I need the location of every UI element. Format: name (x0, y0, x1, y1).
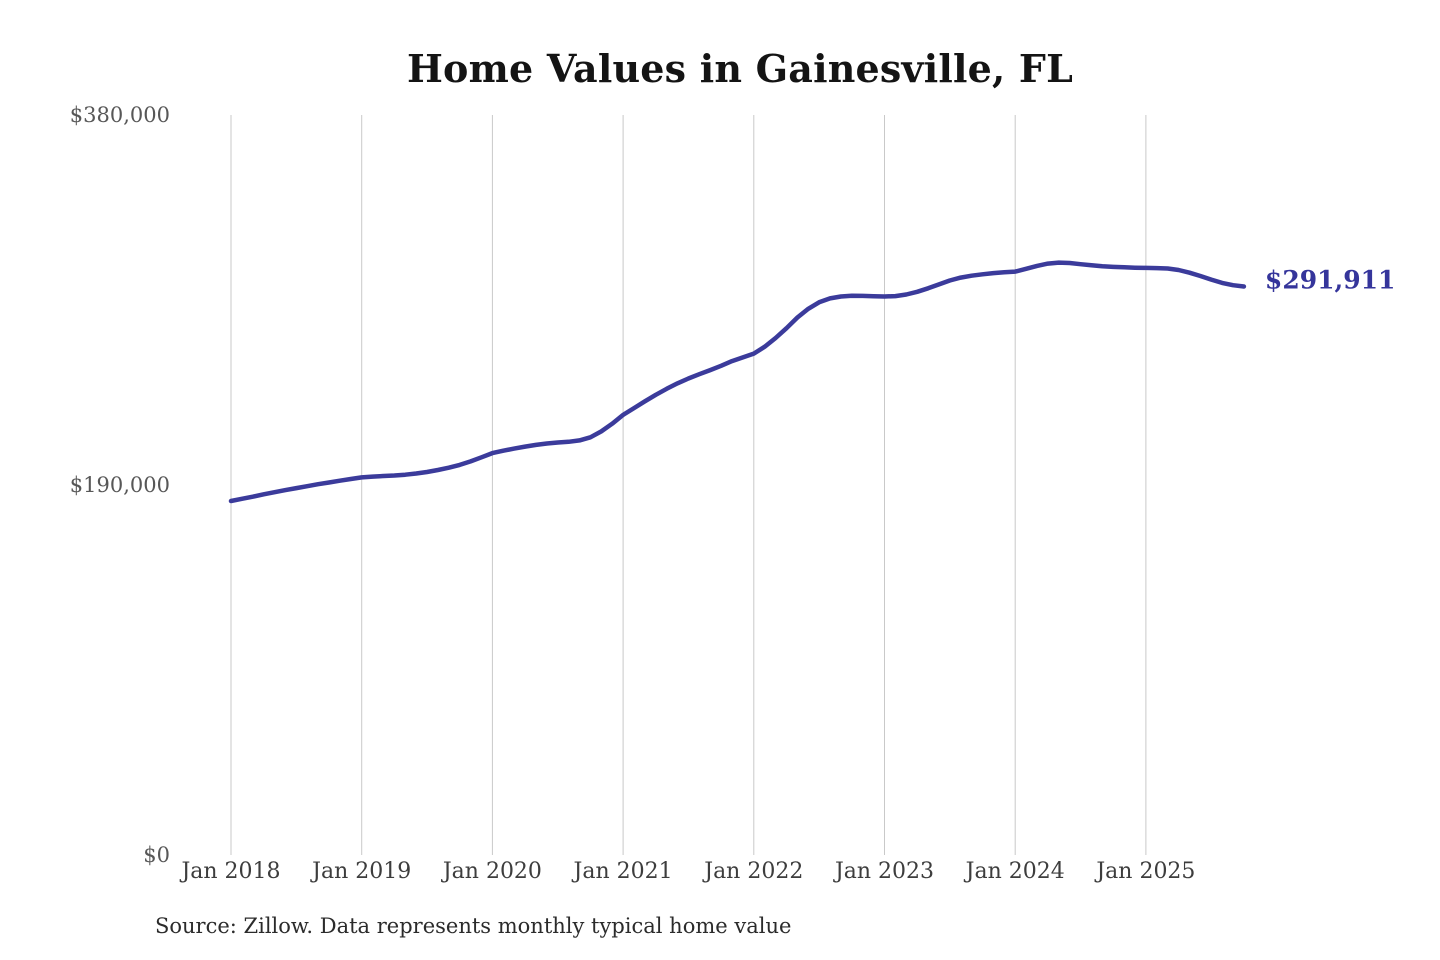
chart-title: Home Values in Gainesville, FL (406, 46, 1074, 91)
x-axis-tick-label-jan-2023: Jan 2023 (834, 859, 935, 884)
x-axis-tick-label-jan-2021: Jan 2021 (573, 859, 673, 884)
x-axis-tick-label-jan-2018: Jan 2018 (181, 859, 281, 884)
x-axis-tick-label-jan-2020: Jan 2020 (442, 859, 542, 884)
home-value-line (228, 260, 1247, 504)
y-axis-tick-label-0: $0 (143, 843, 170, 867)
year-gridlines (230, 115, 1147, 855)
x-axis-tick-label-jan-2019: Jan 2019 (312, 859, 412, 884)
y-axis-tick-label-190000: $190,000 (69, 473, 170, 497)
x-axis-tick-label-jan-2025: Jan 2025 (1096, 859, 1196, 884)
source-note: Source: Zillow. Data represents monthly … (155, 914, 792, 938)
x-axis-tick-label-jan-2024: Jan 2024 (965, 859, 1065, 884)
x-axis-tick-label-jan-2022: Jan 2022 (704, 859, 804, 884)
latest-value-label: $291,911 (1264, 265, 1396, 295)
y-axis-tick-label-380000: $380,000 (69, 103, 170, 127)
